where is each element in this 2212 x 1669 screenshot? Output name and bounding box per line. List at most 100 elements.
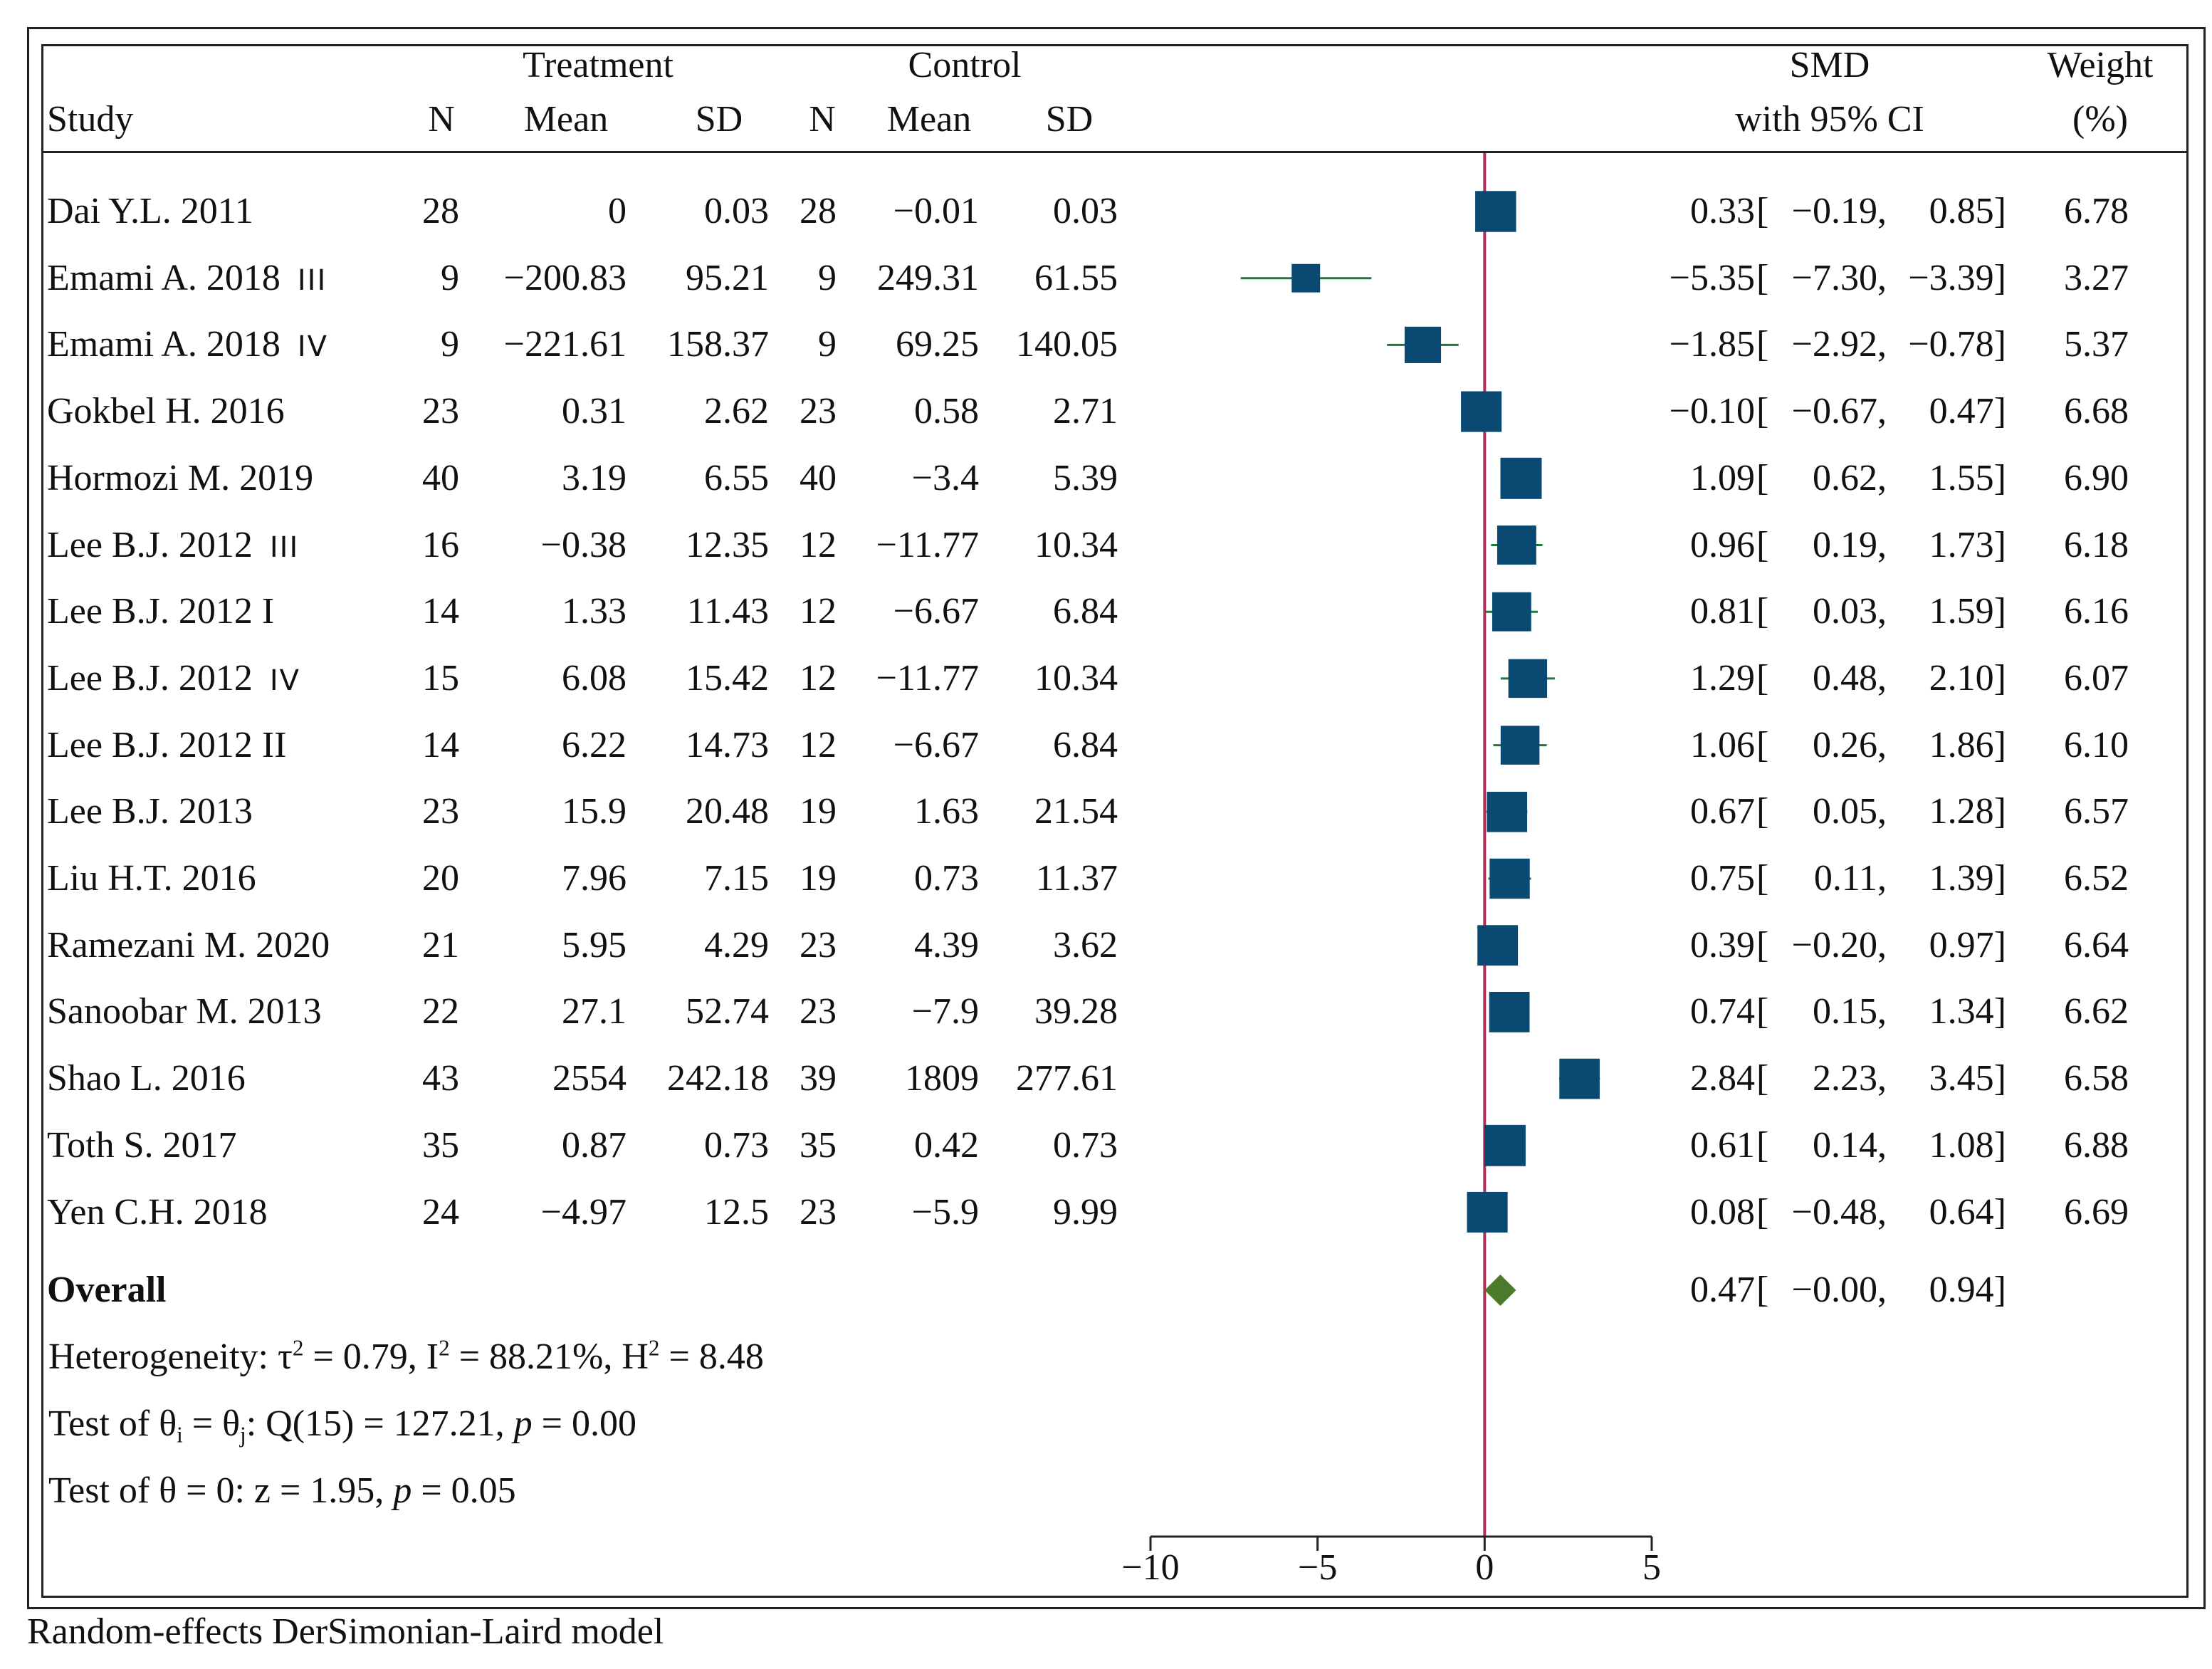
- study-header: Study: [47, 99, 134, 140]
- study-tag: IV: [269, 664, 301, 697]
- treatment-sd: 15.42: [686, 658, 769, 699]
- control-mean: 69.25: [896, 324, 979, 365]
- study-name: Yen C.H. 2018: [47, 1191, 268, 1234]
- control-n: 12: [800, 658, 837, 699]
- treatment-mean: 0: [608, 191, 627, 231]
- study-label: Ramezani M. 2020: [47, 925, 330, 966]
- control-mean: −5.9: [911, 1192, 979, 1233]
- ci-lower: −0.48,: [1791, 1192, 1887, 1233]
- x-tick-label: 0: [1475, 1547, 1494, 1588]
- control-mean: −11.77: [876, 658, 979, 699]
- smd-value: 0.33: [1690, 191, 1755, 231]
- ci-bracket: [: [1756, 525, 1769, 565]
- ci-bracket: [: [1756, 1192, 1769, 1233]
- study-name: Sanoobar M. 2013: [47, 990, 322, 1033]
- ci-upper: 0.85]: [1929, 191, 2006, 231]
- smd-value: −0.10: [1669, 391, 1755, 431]
- weight-value: 5.37: [2064, 324, 2129, 365]
- treatment-mean: 1.33: [562, 591, 627, 632]
- treatment-n: 14: [422, 591, 459, 632]
- treatment-mean: 6.22: [562, 725, 627, 765]
- control-n: 35: [800, 1125, 837, 1166]
- treatment-mean: 6.08: [562, 658, 627, 699]
- treatment-sd: 20.48: [686, 791, 769, 832]
- effect-box: [1291, 263, 1321, 293]
- ci-bracket: [: [1756, 458, 1769, 498]
- ci-upper: 1.73]: [1929, 525, 2006, 565]
- treatment-sd: 4.29: [704, 925, 769, 966]
- treatment-sd: 2.62: [704, 391, 769, 431]
- control-mean: −6.67: [893, 591, 979, 632]
- treatment-n: 40: [422, 458, 459, 498]
- control-mean-header: Mean: [886, 99, 972, 140]
- ci-lower: 2.23,: [1813, 1058, 1887, 1099]
- effect-box: [1559, 1058, 1600, 1099]
- weight-value: 6.62: [2064, 991, 2129, 1032]
- control-mean: 249.31: [877, 258, 979, 298]
- study-name: Hormozi M. 2019: [47, 457, 313, 500]
- control-n: 9: [818, 258, 837, 298]
- treatment-sd: 95.21: [686, 258, 769, 298]
- weight-value: 6.52: [2064, 858, 2129, 899]
- treatment-mean-header: Mean: [523, 99, 609, 140]
- ci-bracket: [: [1756, 191, 1769, 231]
- ci-lower: 0.15,: [1813, 991, 1887, 1032]
- overall-bracket: [: [1756, 1270, 1769, 1310]
- ci-upper: −3.39]: [1908, 258, 2006, 298]
- ci-upper: 1.28]: [1929, 791, 2006, 832]
- treatment-sd: 0.73: [704, 1125, 769, 1166]
- x-tick-label: −5: [1298, 1547, 1337, 1588]
- weight-value: 6.57: [2064, 791, 2129, 832]
- control-sd: 277.61: [1016, 1058, 1118, 1099]
- treatment-mean: −221.61: [503, 324, 627, 365]
- weight-value: 6.58: [2064, 1058, 2129, 1099]
- ci-bracket: [: [1756, 391, 1769, 431]
- weight-value: 6.16: [2064, 591, 2129, 632]
- effect-box: [1475, 191, 1516, 232]
- study-name: Emami A. 2018 III: [47, 257, 327, 302]
- study-label: Lee B.J. 2013: [47, 791, 253, 832]
- treatment-sd: 12.5: [704, 1192, 769, 1233]
- control-mean: −0.01: [893, 191, 979, 231]
- overall-ci-lower: −0.00,: [1791, 1270, 1887, 1310]
- study-name: Lee B.J. 2013: [47, 790, 253, 833]
- treatment-mean: 15.9: [562, 791, 627, 832]
- ci-lower: 0.26,: [1813, 725, 1887, 765]
- study-label: Yen C.H. 2018: [47, 1192, 268, 1233]
- ci-header: with 95% CI: [1735, 99, 1924, 140]
- control-sd: 6.84: [1053, 725, 1118, 765]
- control-sd: 10.34: [1034, 658, 1118, 699]
- control-n-header: N: [809, 99, 836, 140]
- study-label: Lee B.J. 2012 II: [47, 725, 287, 765]
- study-tag: IV: [297, 330, 329, 363]
- treatment-n: 43: [422, 1058, 459, 1099]
- ci-upper: 3.45]: [1929, 1058, 2006, 1099]
- effect-box: [1477, 925, 1519, 966]
- control-n: 9: [818, 324, 837, 365]
- ci-upper: −0.78]: [1908, 324, 2006, 365]
- ci-lower: 0.05,: [1813, 791, 1887, 832]
- effect-box: [1500, 457, 1542, 499]
- ci-lower: 0.19,: [1813, 525, 1887, 565]
- control-mean: −7.9: [911, 991, 979, 1032]
- smd-value: −5.35: [1669, 258, 1755, 298]
- study-name: Lee B.J. 2012 I: [47, 590, 274, 633]
- treatment-sd: 11.43: [686, 591, 769, 632]
- ci-lower: −7.30,: [1791, 258, 1887, 298]
- control-mean: 0.42: [914, 1125, 979, 1166]
- control-sd: 2.71: [1053, 391, 1118, 431]
- ci-bracket: [: [1756, 658, 1769, 699]
- treatment-sd: 52.74: [686, 991, 769, 1032]
- ci-lower: 0.03,: [1813, 591, 1887, 632]
- ci-bracket: [: [1756, 1125, 1769, 1166]
- weight-value: 6.78: [2064, 191, 2129, 231]
- treatment-sd: 0.03: [704, 191, 769, 231]
- control-sd: 0.73: [1053, 1125, 1118, 1166]
- weight-unit-header: (%): [2072, 99, 2128, 140]
- smd-value: 1.29: [1690, 658, 1755, 699]
- treatment-n: 22: [422, 991, 459, 1032]
- homogeneity-test: Test of θi = θj: Q(15) = 127.21, p = 0.0…: [48, 1403, 636, 1448]
- ci-upper: 1.55]: [1929, 458, 2006, 498]
- treatment-sd: 12.35: [686, 525, 769, 565]
- treatment-mean: −200.83: [503, 258, 627, 298]
